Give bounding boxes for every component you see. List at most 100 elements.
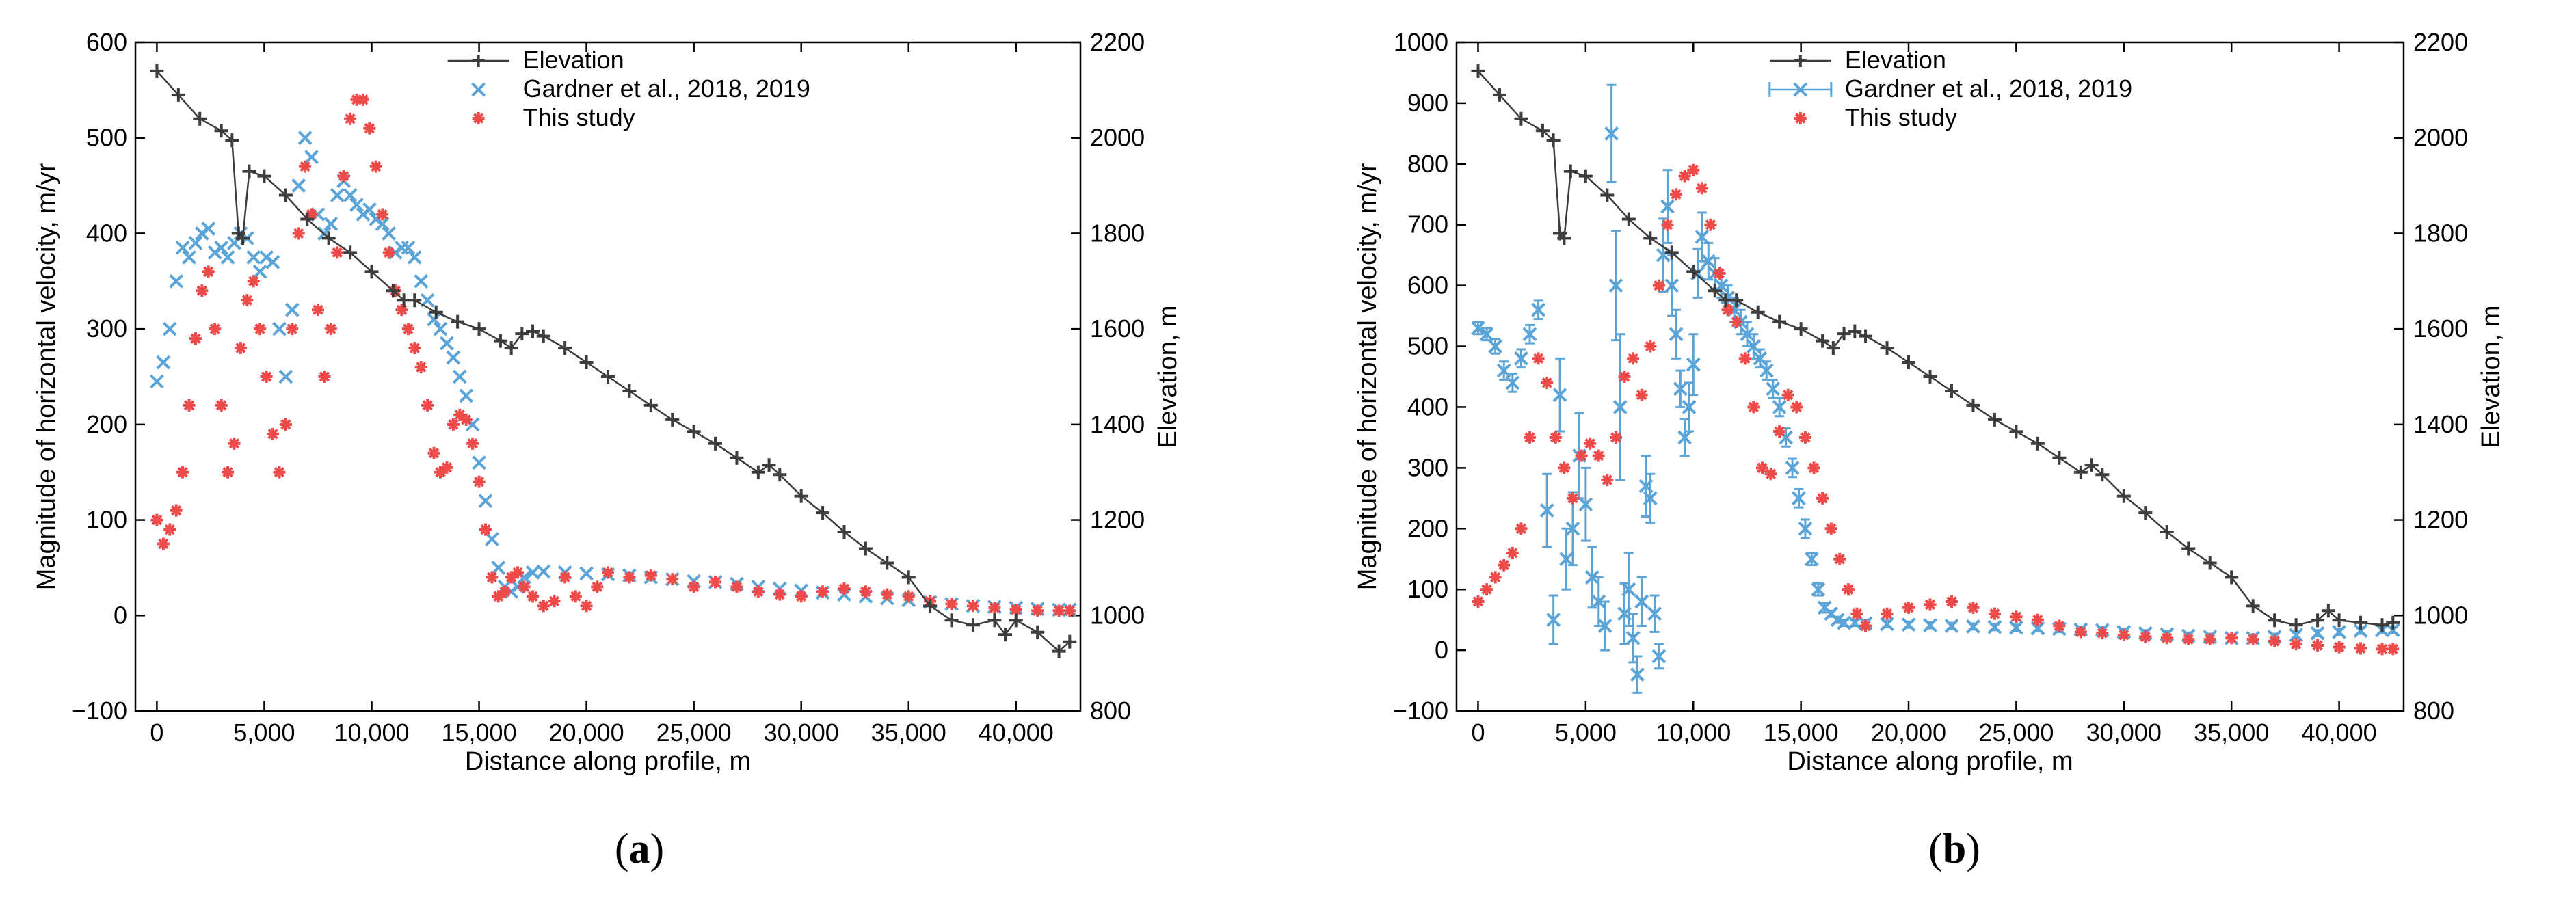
data-point bbox=[622, 384, 637, 398]
plot-area bbox=[1471, 64, 2400, 694]
y2-tick-label: 1600 bbox=[2413, 314, 2468, 343]
data-point bbox=[1751, 305, 1765, 319]
data-point bbox=[1987, 619, 2002, 634]
y-tick-label: 400 bbox=[86, 219, 127, 247]
data-point bbox=[1824, 522, 1837, 535]
data-point bbox=[202, 265, 215, 278]
data-point bbox=[1480, 583, 1493, 596]
data-point bbox=[1966, 398, 1980, 412]
data-point bbox=[1686, 265, 1701, 279]
data-point bbox=[687, 580, 700, 593]
data-point bbox=[1837, 327, 1851, 341]
data-point bbox=[460, 413, 473, 426]
x-tick-label: 5,000 bbox=[233, 719, 295, 747]
data-point bbox=[1669, 327, 1684, 342]
data-point bbox=[773, 588, 786, 601]
data-point bbox=[472, 322, 486, 336]
data-point bbox=[1031, 625, 1045, 639]
data-point bbox=[666, 573, 679, 586]
y2-tick-label: 1200 bbox=[2413, 506, 2468, 534]
data-point bbox=[1673, 381, 1688, 397]
legend-label: This study bbox=[1845, 103, 1957, 131]
data-point bbox=[222, 466, 235, 479]
data-point bbox=[414, 361, 427, 374]
data-point bbox=[1592, 449, 1605, 462]
data-point bbox=[2246, 633, 2259, 646]
data-point bbox=[548, 595, 561, 608]
panel-caption: (b) bbox=[1928, 826, 1980, 872]
y2-tick-label: 800 bbox=[1090, 697, 1131, 725]
x-tick-label: 35,000 bbox=[871, 719, 946, 747]
data-point bbox=[214, 124, 228, 138]
data-point bbox=[257, 169, 271, 183]
data-point bbox=[2203, 633, 2216, 646]
data-point bbox=[730, 580, 743, 593]
legend-marker bbox=[1794, 112, 1807, 124]
data-point bbox=[1471, 64, 1485, 78]
data-point bbox=[440, 461, 453, 474]
data-point bbox=[278, 369, 293, 384]
data-point bbox=[451, 314, 465, 329]
legend-marker bbox=[472, 112, 485, 124]
data-point bbox=[1471, 321, 1485, 336]
data-point bbox=[1807, 461, 1820, 474]
legend-entry: This study bbox=[1794, 103, 1957, 131]
data-point bbox=[252, 264, 267, 279]
data-point bbox=[265, 254, 280, 269]
data-point bbox=[1687, 163, 1700, 176]
data-point bbox=[988, 602, 1001, 615]
data-point bbox=[1670, 188, 1683, 201]
data-point bbox=[356, 93, 369, 106]
data-point bbox=[299, 160, 312, 173]
data-point bbox=[169, 273, 184, 289]
data-point bbox=[1746, 339, 1761, 353]
data-point bbox=[292, 227, 305, 240]
legend-marker bbox=[471, 82, 486, 97]
data-point bbox=[254, 323, 267, 336]
data-point bbox=[300, 212, 315, 226]
data-point bbox=[1966, 619, 1980, 634]
data-point bbox=[558, 341, 572, 355]
data-point bbox=[1492, 88, 1506, 102]
data-point bbox=[2311, 639, 2324, 652]
data-point bbox=[2354, 615, 2368, 630]
data-point bbox=[486, 571, 499, 584]
data-point bbox=[337, 170, 350, 183]
data-point bbox=[408, 342, 421, 355]
data-point bbox=[1798, 431, 1811, 444]
data-point bbox=[1563, 164, 1578, 178]
y2-tick-label: 1000 bbox=[2413, 601, 2468, 629]
y-tick-label: −100 bbox=[1393, 697, 1448, 725]
x-tick-label: 40,000 bbox=[979, 719, 1054, 747]
y-tick-label: 400 bbox=[1407, 392, 1448, 420]
data-point bbox=[794, 489, 808, 503]
data-point bbox=[998, 628, 1013, 642]
data-point bbox=[1539, 503, 1554, 518]
data-point bbox=[1738, 352, 1751, 365]
data-point bbox=[2376, 643, 2389, 656]
data-point bbox=[1584, 437, 1597, 450]
data-point bbox=[376, 208, 389, 221]
data-point bbox=[1488, 339, 1503, 353]
data-point bbox=[1678, 170, 1691, 183]
x-tick-label: 35,000 bbox=[2194, 719, 2269, 747]
data-point bbox=[362, 202, 377, 217]
data-point bbox=[1792, 491, 1806, 506]
data-point bbox=[395, 240, 409, 255]
y-tick-label: 500 bbox=[86, 124, 127, 152]
data-point bbox=[1009, 613, 1023, 628]
data-point bbox=[580, 600, 593, 613]
data-point bbox=[1902, 601, 1915, 614]
panel-caption: (a) bbox=[615, 826, 664, 872]
data-point bbox=[279, 418, 292, 431]
data-point bbox=[1772, 314, 1787, 329]
data-point bbox=[2333, 641, 2346, 654]
y-tick-label: 200 bbox=[86, 410, 127, 438]
data-point bbox=[1549, 431, 1562, 444]
data-point bbox=[260, 371, 273, 383]
y-tick-label: 300 bbox=[86, 314, 127, 343]
data-point bbox=[1660, 199, 1675, 214]
data-point bbox=[512, 566, 525, 579]
